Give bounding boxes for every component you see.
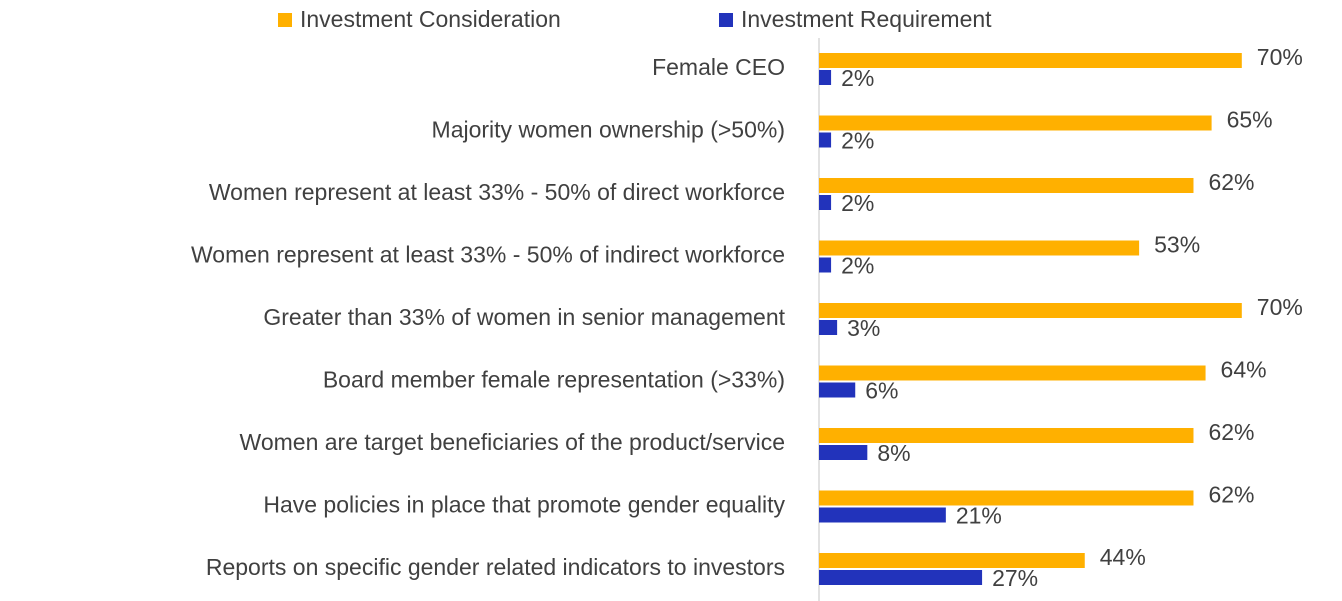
legend-swatch <box>278 13 292 27</box>
value-label: 3% <box>847 315 880 341</box>
value-label: 6% <box>865 378 898 404</box>
value-label: 62% <box>1208 482 1254 508</box>
value-label: 62% <box>1208 169 1254 195</box>
category-label: Women represent at least 33% - 50% of in… <box>191 242 785 268</box>
bar <box>819 303 1242 318</box>
bar <box>819 428 1194 443</box>
bar <box>819 178 1194 193</box>
value-label: 8% <box>877 440 910 466</box>
bar <box>819 195 832 210</box>
bar <box>819 257 832 273</box>
value-label: 44% <box>1100 544 1146 570</box>
category-label: Women represent at least 33% - 50% of di… <box>209 179 785 205</box>
value-label: 62% <box>1208 419 1254 445</box>
value-label: 2% <box>841 65 874 91</box>
category-label: Have policies in place that promote gend… <box>263 492 785 518</box>
bar <box>819 553 1085 568</box>
value-label: 27% <box>992 565 1038 591</box>
value-label: 2% <box>841 190 874 216</box>
bar <box>819 507 946 523</box>
bar <box>819 115 1212 131</box>
value-label: 70% <box>1257 294 1303 320</box>
value-label: 53% <box>1154 232 1200 258</box>
bar <box>819 445 868 460</box>
bar <box>819 490 1194 506</box>
value-label: 2% <box>841 128 874 154</box>
value-label: 64% <box>1221 357 1267 383</box>
value-label: 65% <box>1227 107 1273 133</box>
bar <box>819 70 832 85</box>
category-label: Female CEO <box>652 54 785 80</box>
value-label: 70% <box>1257 44 1303 70</box>
bar <box>819 240 1140 256</box>
legend-label: Investment Consideration <box>300 6 561 32</box>
bar <box>819 53 1242 68</box>
legend-label: Investment Requirement <box>741 6 992 32</box>
category-label: Women are target beneficiaries of the pr… <box>240 429 785 455</box>
bar <box>819 365 1206 381</box>
bar <box>819 382 856 398</box>
value-label: 21% <box>956 503 1002 529</box>
bar <box>819 132 832 148</box>
bar <box>819 570 983 585</box>
legend-swatch <box>719 13 733 27</box>
bar <box>819 320 838 335</box>
category-label: Board member female representation (>33%… <box>323 367 785 393</box>
category-label: Reports on specific gender related indic… <box>206 554 785 580</box>
category-label: Majority women ownership (>50%) <box>432 117 785 143</box>
category-label: Greater than 33% of women in senior mana… <box>263 304 785 330</box>
value-label: 2% <box>841 253 874 279</box>
